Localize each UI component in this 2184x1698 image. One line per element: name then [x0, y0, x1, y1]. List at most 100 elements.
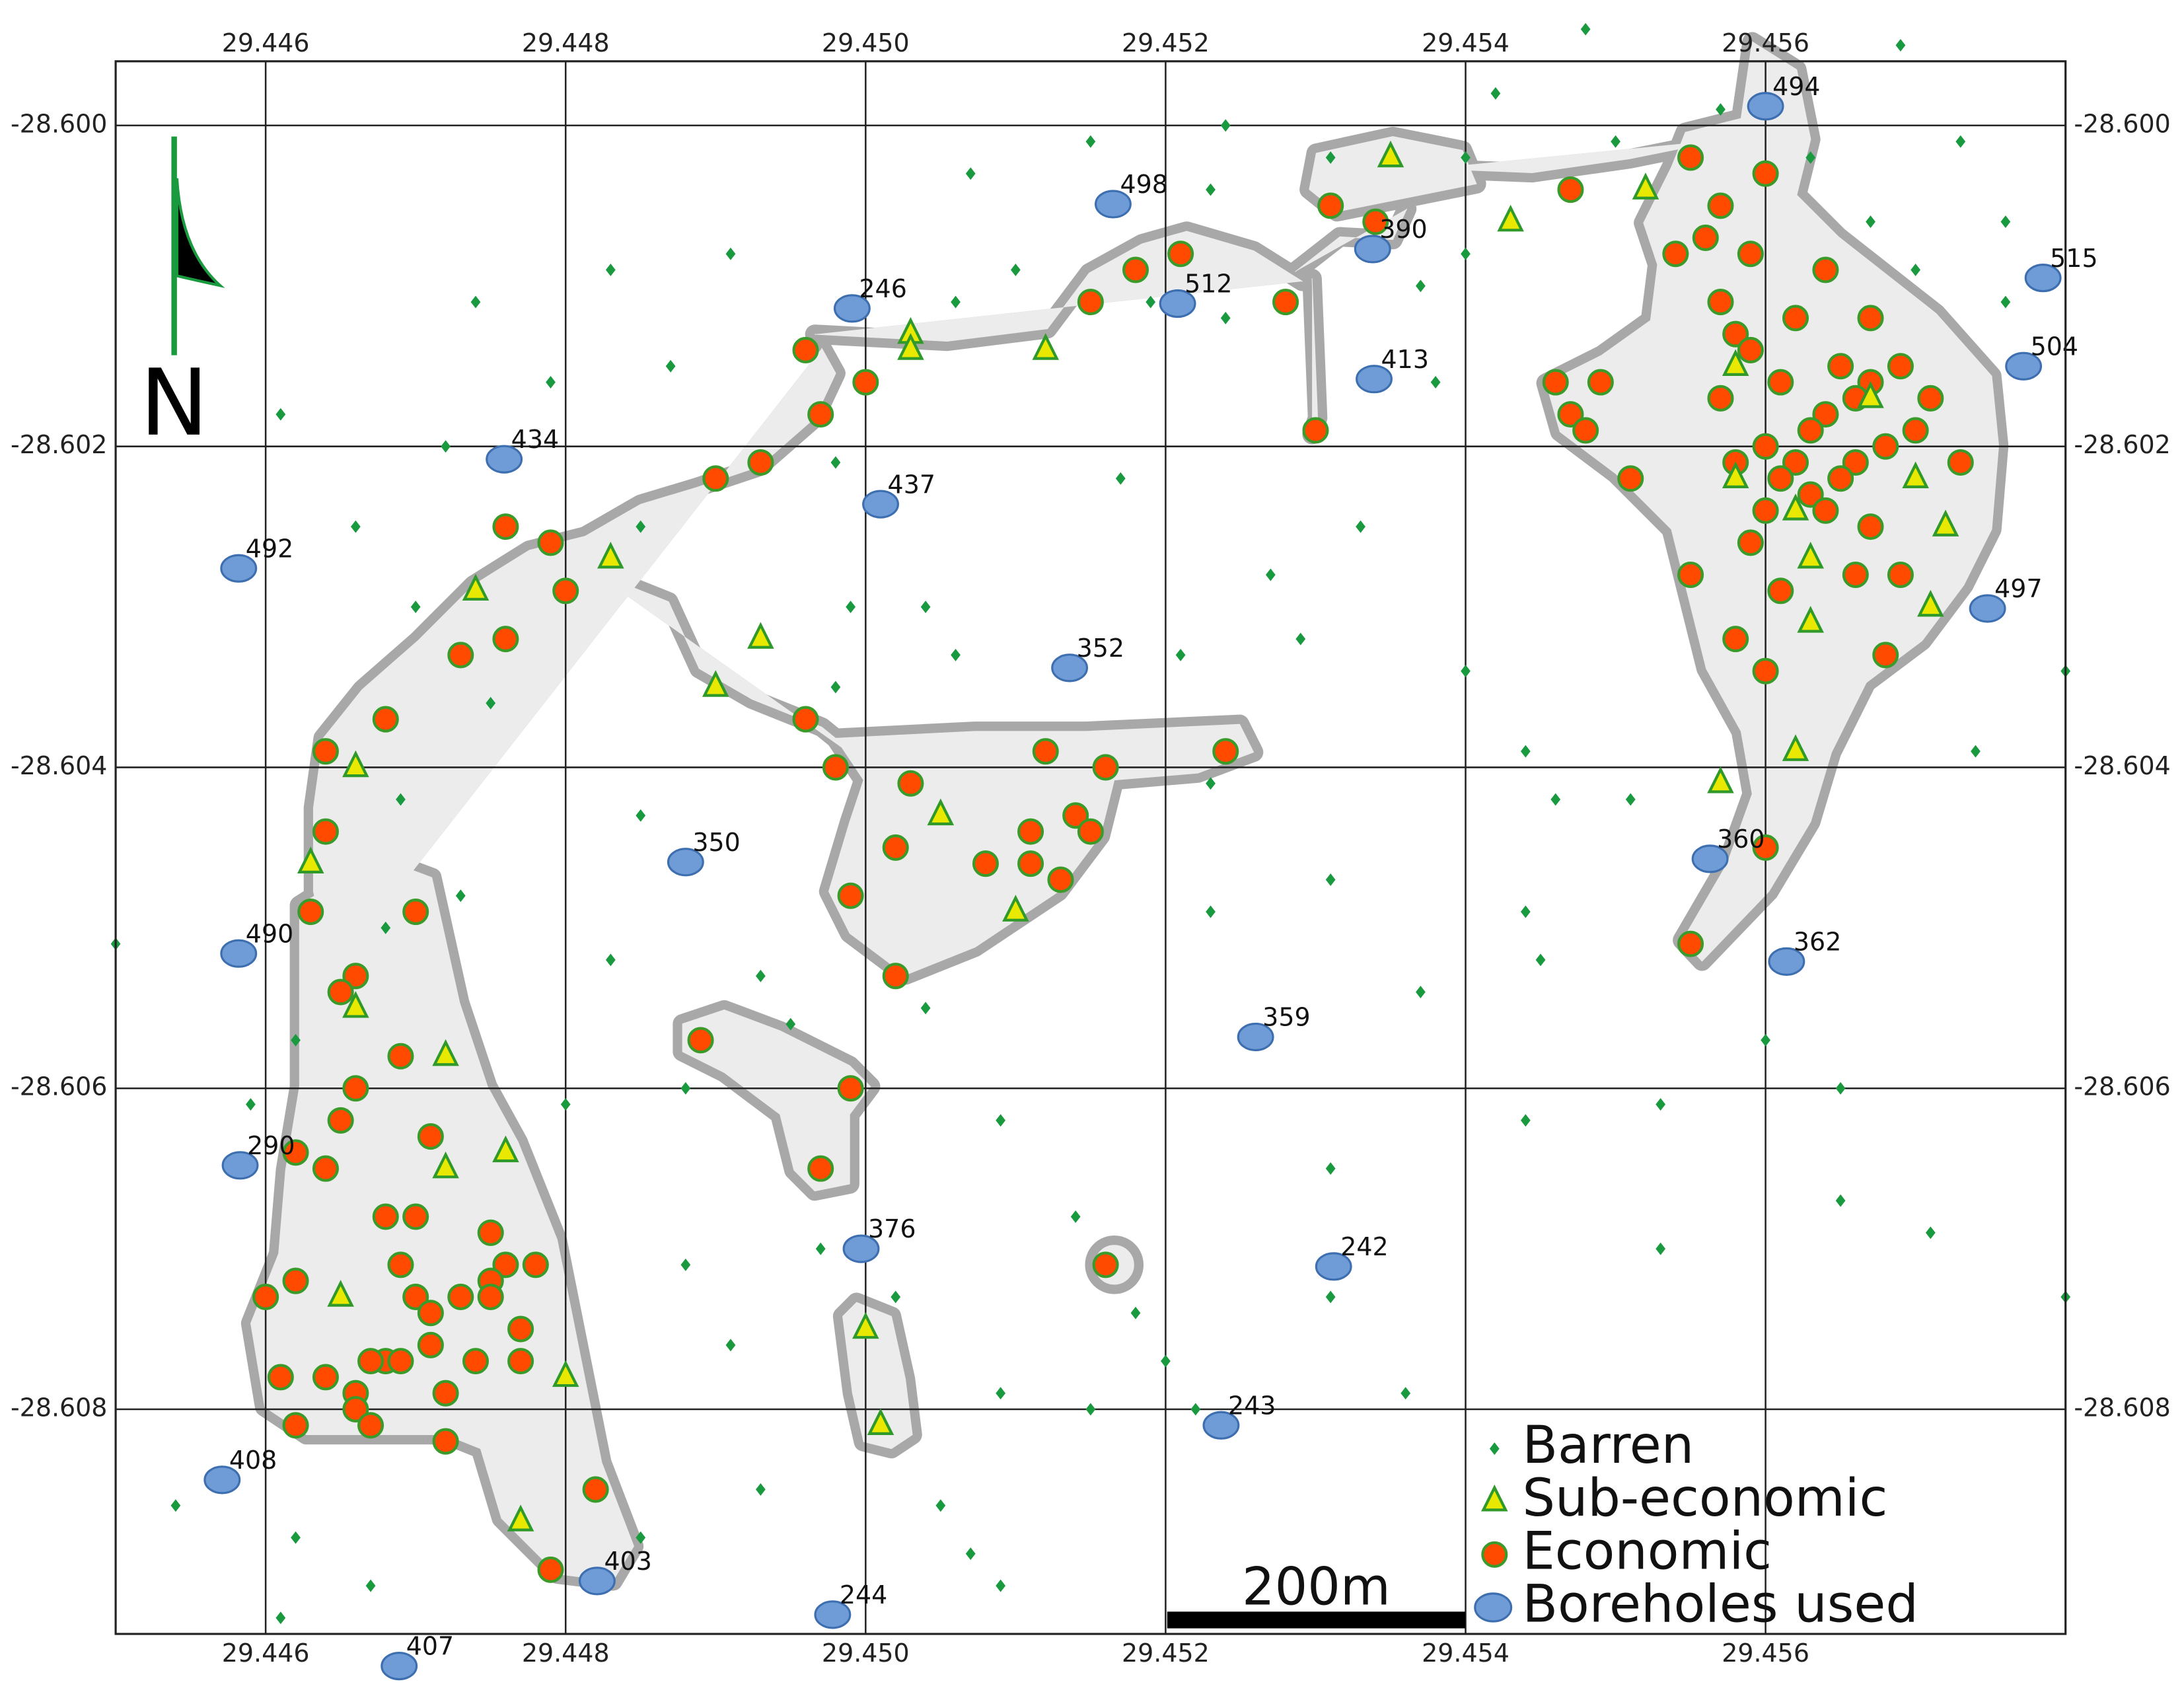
economic-point [1797, 417, 1824, 444]
economic-point [1572, 417, 1599, 444]
barren-point [1656, 1098, 1666, 1111]
economic-point [282, 1139, 309, 1166]
barren-point [1911, 264, 1921, 276]
x-tick-label: 29.446 [222, 1639, 310, 1668]
economic-point [507, 1348, 534, 1375]
economic-point [477, 1219, 504, 1246]
economic-point [1557, 176, 1584, 203]
barren-point [1520, 1114, 1531, 1127]
economic-point [1677, 930, 1704, 957]
borehole [1095, 190, 1132, 219]
sub-economic-point [462, 573, 490, 601]
barren-point [560, 1098, 571, 1111]
y-tick-label: -28.604 [11, 751, 107, 780]
economic-point [537, 529, 564, 556]
barren-point [920, 1002, 931, 1015]
economic-point [252, 1283, 279, 1310]
borehole-label: 512 [1184, 270, 1232, 299]
barren-point [2000, 215, 2011, 229]
borehole [1202, 1411, 1240, 1440]
economic-point [1557, 401, 1584, 428]
economic-point [1662, 240, 1689, 268]
economic-point [1872, 433, 1899, 460]
barren-point [665, 359, 676, 373]
x-tick-label: 29.452 [1122, 28, 1210, 57]
economic-point [1857, 513, 1884, 540]
x-tick-label: 29.450 [822, 1639, 910, 1668]
economic-point [972, 850, 999, 877]
economic-point [492, 1251, 519, 1278]
economic-point [837, 882, 864, 909]
economic-point [1737, 336, 1764, 363]
borehole-label: 490 [246, 919, 293, 948]
economic-point [792, 706, 819, 733]
economic-point [387, 1348, 414, 1375]
economic-point [1767, 577, 1794, 605]
sub-economic-point [507, 1504, 534, 1532]
sub-economic-point [1902, 461, 1929, 489]
y-tick-label: -28.602 [11, 430, 107, 459]
north-arrow-head [175, 178, 225, 288]
economic-point [342, 1075, 369, 1102]
barren-point [1161, 1354, 1171, 1368]
barren-point [605, 264, 616, 276]
economic-point [387, 1251, 414, 1278]
x-tick-label: 29.448 [522, 1639, 610, 1668]
x-tick-label: 29.454 [1422, 1639, 1510, 1668]
economic-point [432, 1380, 459, 1407]
economic-point [1827, 465, 1854, 492]
barren-point [1520, 905, 1531, 918]
barren-point [725, 1339, 736, 1352]
economic-point [1722, 320, 1749, 348]
barren-point [1325, 1162, 1336, 1175]
scale-bar-label: 200m [1242, 1558, 1391, 1617]
barren-point [546, 376, 556, 389]
legend-label: Sub-economic [1522, 1469, 1887, 1528]
economic-point [1302, 417, 1329, 444]
economic-point [1077, 818, 1104, 845]
economic-point [1317, 192, 1344, 219]
y-tick-label: -28.600 [11, 109, 107, 138]
barren-point [1895, 38, 1906, 52]
economic-point [1902, 417, 1929, 444]
economic-point [1032, 738, 1059, 765]
sub-economic-point [1797, 541, 1824, 569]
economic-point [402, 899, 429, 926]
borehole [1354, 235, 1391, 264]
sub-economic-point [1032, 333, 1060, 360]
legend-label: Boreholes used [1522, 1574, 1918, 1634]
borehole [381, 1651, 418, 1681]
barren-point [830, 681, 841, 694]
barren-point [920, 601, 931, 614]
economic-point [792, 336, 819, 363]
economic-point [1677, 144, 1704, 171]
economic-point [1842, 561, 1869, 589]
grid: 29.446 29.446 29.448 29.448 29.450 29.450 29.4… [11, 28, 2171, 1668]
economic-point [282, 1267, 309, 1294]
economic-point [1917, 385, 1944, 412]
economic-point [447, 642, 474, 669]
economic-point [507, 1315, 534, 1343]
economic-point [852, 369, 879, 396]
borehole-label: 407 [406, 1632, 454, 1661]
economic-point [807, 1155, 834, 1182]
borehole-label: 403 [604, 1547, 651, 1576]
north-arrow: N [140, 136, 225, 457]
borehole [833, 294, 871, 323]
scale-bar-bar [1167, 1611, 1466, 1629]
barren-point [486, 696, 496, 710]
x-tick-label: 29.454 [1422, 28, 1510, 57]
economic-point [1212, 738, 1239, 765]
barren-point [1175, 648, 1186, 661]
barren-point [680, 1082, 691, 1095]
economic-point [312, 1155, 339, 1182]
borehole [1237, 1022, 1274, 1052]
borehole [842, 1234, 880, 1263]
sub-economic-point [1857, 381, 1884, 408]
borehole [578, 1567, 616, 1596]
borehole-label: 290 [247, 1131, 295, 1160]
x-tick-label: 29.450 [822, 28, 910, 57]
x-tick-label: 29.452 [1122, 1639, 1210, 1668]
economic-point [342, 1395, 369, 1423]
